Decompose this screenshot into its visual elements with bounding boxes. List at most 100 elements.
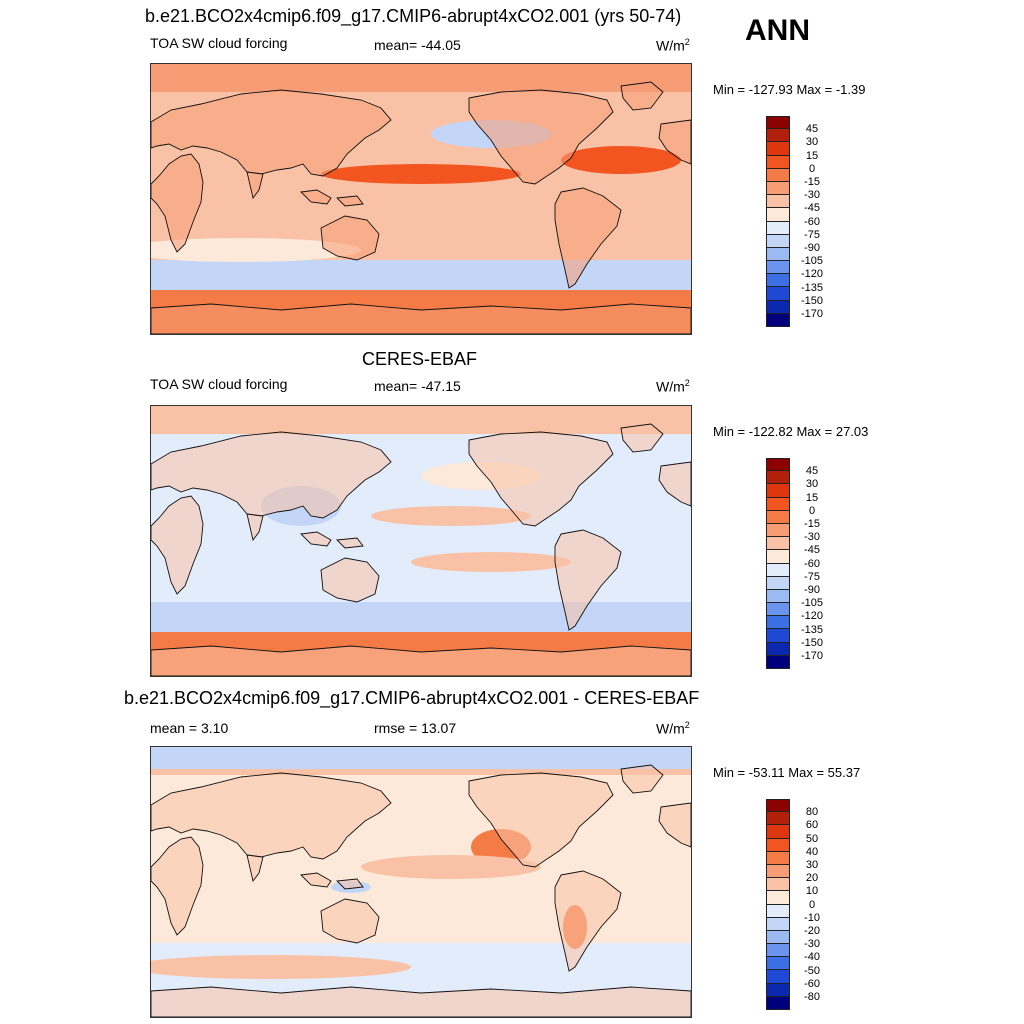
colorbar-swatch	[766, 864, 790, 879]
map-feature	[361, 855, 541, 879]
colorbar-tick-label: -75	[804, 228, 820, 241]
colorbar-swatch	[766, 168, 790, 182]
continent-outline	[468, 431, 614, 527]
panel-2-units: W/m2	[656, 378, 690, 395]
continent-outline	[336, 195, 364, 207]
continent-outline	[151, 986, 691, 1017]
panel-2-mean-label: mean= -47.15	[374, 378, 461, 394]
colorbar-tick-label: -135	[800, 623, 824, 636]
map-feature	[561, 146, 681, 174]
colorbar-tick-label: -120	[800, 610, 824, 623]
colorbar-tick-label: 30	[805, 859, 819, 871]
map-band	[151, 602, 691, 632]
colorbar-tick-label: 0	[808, 162, 816, 175]
continent-outline	[300, 189, 332, 205]
map-feature	[411, 552, 571, 572]
colorbar-tick-label: 0	[808, 898, 816, 911]
colorbar-tick-label: -30	[804, 189, 820, 202]
colorbar-swatch	[766, 944, 790, 958]
colorbar-swatch	[766, 838, 790, 852]
map-band	[151, 406, 691, 434]
continent-outline	[151, 431, 392, 519]
continent-outline	[554, 529, 622, 631]
colorbar-tick-label: -90	[804, 584, 820, 596]
colorbar-swatch	[766, 195, 790, 209]
colorbar-tick-label: -170	[800, 308, 824, 320]
map-feature	[151, 955, 411, 979]
panel-1-units: W/m2	[656, 37, 690, 54]
colorbar-swatch	[766, 458, 790, 472]
map-feature	[151, 238, 361, 262]
continent-outline	[620, 81, 664, 111]
colorbar-swatch	[766, 812, 790, 826]
colorbar-tick-label: -10	[804, 911, 820, 924]
colorbar-swatch	[766, 247, 790, 262]
colorbar-tick-label: -60	[804, 215, 820, 228]
colorbar-swatch	[766, 274, 790, 288]
colorbar-swatch	[766, 313, 790, 327]
colorbar-tick-label: 80	[805, 806, 819, 819]
continent-outline	[320, 898, 380, 944]
colorbar-swatch	[766, 116, 790, 130]
panel-3-colorbar: 80 60 50 40 30 20 10 0 -10 -20 -30 -40 -50 -60 -80	[766, 799, 820, 1010]
colorbar-tick-label: -45	[804, 202, 820, 215]
continent-outline	[300, 872, 332, 888]
colorbar-swatch	[766, 537, 790, 551]
continent-outline	[151, 495, 204, 595]
colorbar-swatch	[766, 930, 790, 945]
panel-2-variable-label: TOA SW cloud forcing	[150, 376, 288, 392]
panel-3-units: W/m2	[656, 720, 690, 737]
map-band	[151, 64, 691, 92]
colorbar-tick-label: 20	[805, 872, 819, 885]
panel-3-mean-label: mean = 3.10	[150, 720, 229, 736]
colorbar-swatch	[766, 589, 790, 604]
colorbar-tick-label: 15	[805, 149, 819, 162]
colorbar-swatch	[766, 970, 790, 984]
colorbar-tick-label: 45	[805, 123, 819, 136]
continent-outline	[246, 854, 264, 883]
colorbar-swatch	[766, 287, 790, 301]
colorbar-tick-label: -80	[804, 991, 820, 1003]
continent-outline	[336, 537, 364, 549]
panel-1-variable-label: TOA SW cloud forcing	[150, 35, 288, 51]
colorbar-swatch	[766, 484, 790, 498]
colorbar-tick-label: -40	[804, 951, 820, 964]
panel-3-rmse-label: rmse = 13.07	[374, 720, 457, 736]
colorbar-tick-label: 30	[805, 478, 819, 491]
colorbar-tick-label: -45	[804, 544, 820, 557]
continent-outline	[246, 171, 264, 200]
continent-outline	[658, 119, 691, 165]
colorbar-swatch	[766, 129, 790, 143]
continent-outline	[151, 836, 204, 936]
colorbar-swatch	[766, 983, 790, 997]
map-feature	[371, 506, 531, 526]
map-feature	[321, 164, 521, 184]
colorbar-swatch	[766, 208, 790, 222]
panel-1-map	[150, 63, 692, 335]
panel-1-title: b.e21.BCO2x4cmip6.f09_g17.CMIP6-abrupt4x…	[145, 6, 682, 26]
continent-outline	[620, 423, 664, 453]
colorbar-swatch	[766, 181, 790, 196]
colorbar-swatch	[766, 603, 790, 617]
panel-2-map-svg	[151, 406, 691, 676]
panel-2-title: CERES-EBAF	[362, 349, 478, 369]
colorbar-swatch	[766, 300, 790, 314]
continent-outline	[151, 153, 204, 253]
continent-outline	[320, 557, 380, 603]
colorbar-swatch	[766, 891, 790, 905]
panel-2-map	[150, 405, 692, 677]
colorbar-swatch	[766, 563, 790, 577]
continent-outline	[320, 215, 380, 261]
colorbar-tick-label: -150	[800, 636, 824, 649]
colorbar-swatch	[766, 799, 790, 813]
colorbar-swatch	[766, 155, 790, 169]
colorbar-tick-label: -50	[804, 964, 820, 977]
panel-2-minmax: Min = -122.82 Max = 27.03	[713, 424, 869, 439]
colorbar-swatch	[766, 878, 790, 892]
continent-outline	[300, 531, 332, 547]
colorbar-tick-label: -60	[804, 977, 820, 990]
colorbar-swatch	[766, 655, 790, 669]
colorbar-tick-label: 60	[805, 819, 819, 832]
colorbar-tick-label: -120	[800, 268, 824, 281]
colorbar-swatch	[766, 825, 790, 839]
